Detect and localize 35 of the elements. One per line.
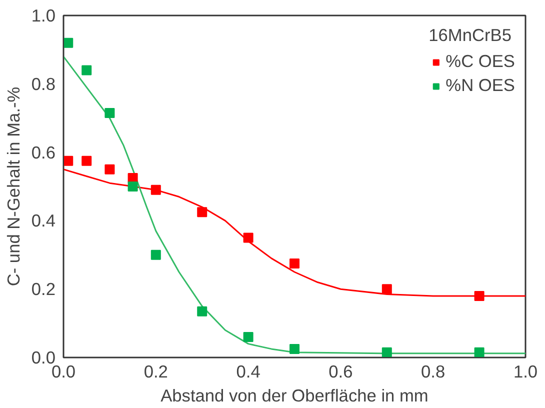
point <box>290 258 300 268</box>
x-tick-label: 0.2 <box>144 362 168 382</box>
y-tick-label: 0.6 <box>31 142 56 162</box>
point <box>82 156 92 166</box>
point <box>474 290 484 301</box>
x-tick-label: 0.8 <box>421 362 446 382</box>
line-series <box>64 168 526 297</box>
point <box>64 156 74 166</box>
y-tick-label: 1.0 <box>31 6 56 26</box>
point <box>150 184 161 195</box>
point <box>243 232 254 243</box>
point <box>382 347 392 358</box>
y-tick-label: 0.8 <box>31 74 56 94</box>
point <box>382 284 392 294</box>
point <box>243 332 254 342</box>
x-tick-label: 0.4 <box>236 362 261 382</box>
point <box>197 306 208 316</box>
point <box>474 347 484 358</box>
point <box>197 207 208 218</box>
point <box>64 38 74 48</box>
legend-title: 16MnCrB5 <box>428 25 512 46</box>
point <box>290 344 300 354</box>
x-axis-title: Abstand von der Oberfläche in mm <box>160 386 428 406</box>
legend-label: %N OES <box>446 75 515 96</box>
point <box>104 164 115 174</box>
x-tick-label: 0.6 <box>328 362 353 382</box>
y-tick-label: 0.2 <box>31 279 56 300</box>
point <box>150 250 161 260</box>
point <box>104 108 115 118</box>
legend-label: %C OES <box>446 51 515 72</box>
point <box>128 182 138 192</box>
point <box>82 65 92 76</box>
y-tick-label: 0.4 <box>31 210 56 231</box>
y-axis-title: C- und N-Gehalt in Ma.-% <box>3 86 24 286</box>
x-tick-label: 1.0 <box>513 362 538 382</box>
